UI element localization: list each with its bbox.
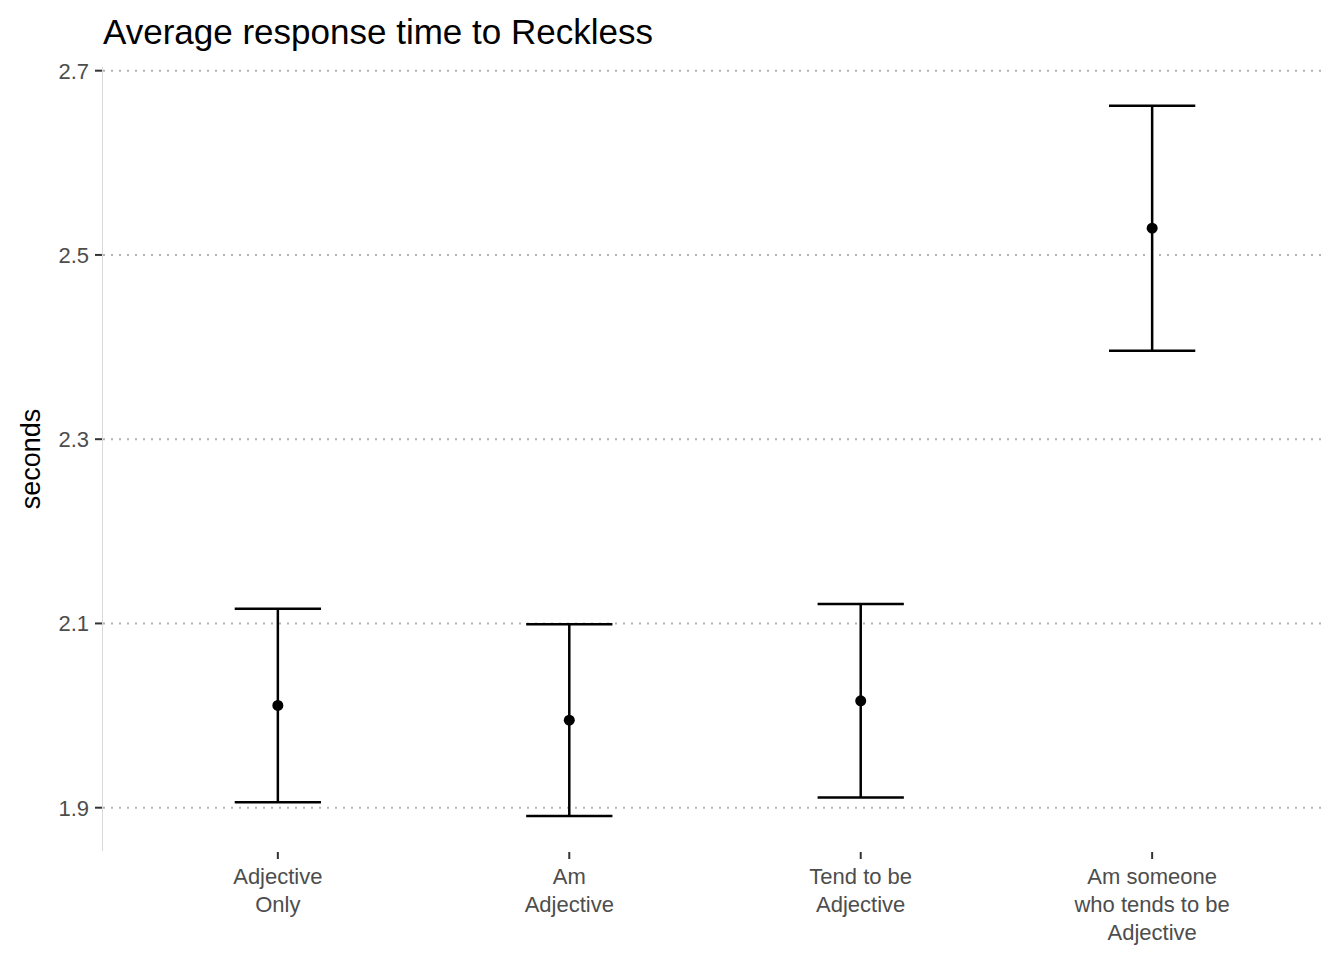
y-tick-label: 1.9 — [58, 796, 89, 821]
x-tick — [860, 852, 862, 859]
x-tick — [277, 852, 279, 859]
grid-line — [103, 622, 1327, 624]
y-tick-label: 2.1 — [58, 611, 89, 636]
x-tick — [568, 852, 570, 859]
x-tick-label: Tend to be Adjective — [809, 864, 912, 917]
x-tick-label-line: Am someone — [1087, 864, 1217, 889]
error-bar — [818, 604, 904, 797]
x-tick-label-line: Adjective — [816, 892, 905, 917]
y-tick-label: 2.5 — [58, 243, 89, 268]
x-tick-label-line: Adjective — [525, 892, 614, 917]
y-tick — [95, 254, 102, 256]
y-tick — [95, 622, 102, 624]
y-axis-line — [102, 67, 103, 851]
y-tick — [95, 438, 102, 440]
plot-area — [235, 106, 1196, 816]
error-bar — [235, 609, 321, 802]
x-tick-label-line: Only — [255, 892, 300, 917]
x-tick-label-line: Tend to be — [809, 864, 912, 889]
x-tick-label: Am someone who tends to be Adjective — [1073, 864, 1229, 945]
point — [564, 715, 575, 726]
point — [272, 700, 283, 711]
y-tick-label: 2.3 — [58, 427, 89, 452]
title: Average response time to Reckless — [103, 12, 653, 51]
x-tick-label: Adjective Only — [233, 864, 322, 917]
y-tick — [95, 807, 102, 809]
point — [1147, 223, 1158, 234]
error-bar — [526, 624, 612, 816]
chart-svg: 1.92.12.32.52.7AdjectiveOnlyAmAdjectiveT… — [0, 0, 1344, 960]
grid-line — [103, 438, 1327, 440]
grid-line — [103, 254, 1327, 256]
x-tick-label-line: Adjective — [233, 864, 322, 889]
x-tick-label-line: Adjective — [1108, 920, 1197, 945]
x-tick-label-line: Am — [553, 864, 586, 889]
y-axis-label: seconds — [16, 409, 46, 510]
y-tick-label: 2.7 — [58, 59, 89, 84]
y-tick — [95, 70, 102, 72]
point — [855, 695, 866, 706]
error-bar — [1109, 106, 1195, 351]
grid-line — [103, 70, 1327, 72]
x-tick — [1151, 852, 1153, 859]
x-tick-label-line: who tends to be — [1073, 892, 1229, 917]
x-tick-label: Am Adjective — [525, 864, 614, 917]
grid-line — [103, 807, 1327, 809]
chart-container: 1.92.12.32.52.7AdjectiveOnlyAmAdjectiveT… — [0, 0, 1344, 960]
